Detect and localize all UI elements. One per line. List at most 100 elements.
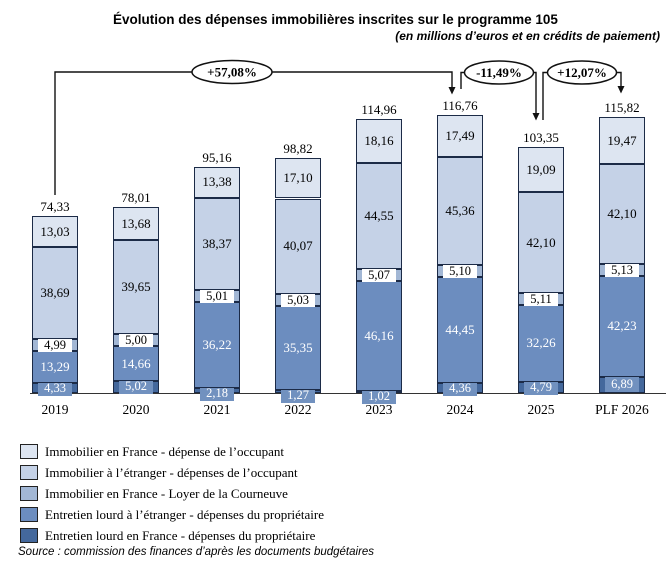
category-label: 2025 xyxy=(527,402,555,417)
category-label: 2019 xyxy=(41,402,69,417)
bar-segment-2021-s1 xyxy=(194,301,240,388)
category-label: 2023 xyxy=(365,402,393,417)
segment-value-label: 38,37 xyxy=(202,236,232,252)
bar-segment-2025-s3 xyxy=(518,192,564,293)
bar-segment-2020-s4 xyxy=(113,207,159,240)
legend-label: Immobilier en France - Loyer de la Courn… xyxy=(45,485,288,501)
segment-value-label: 13,03 xyxy=(40,223,70,239)
bar-segment-2022-s1 xyxy=(275,305,321,390)
segment-value-label: 4,99 xyxy=(38,338,72,353)
arrowhead-2024 xyxy=(448,87,456,95)
bar-total-label: 74,33 xyxy=(40,199,70,215)
bar-segment-PLF 2026-s3 xyxy=(599,163,645,264)
category-label: 2024 xyxy=(446,402,474,417)
bar-segment-2024-s3 xyxy=(437,156,483,265)
arrowhead-2026 xyxy=(617,86,625,94)
bar-segment-2021-s4 xyxy=(194,166,240,199)
legend-item-2: Immobilier en France - Loyer de la Courn… xyxy=(20,483,324,504)
annotation-bubble-3 xyxy=(546,60,618,85)
bar-segment-2019-s3 xyxy=(32,247,78,340)
segment-value-label: 17,49 xyxy=(445,127,475,143)
arrowhead-2025 xyxy=(532,113,540,121)
segment-value-label: 5,13 xyxy=(605,262,639,277)
legend-swatch xyxy=(20,486,38,501)
segment-value-label: 13,68 xyxy=(121,215,151,231)
segment-value-label: 18,16 xyxy=(364,133,394,148)
bar-segment-2020-s3 xyxy=(113,239,159,335)
segment-value-label: 13,38 xyxy=(202,174,232,190)
segment-value-label: 5,10 xyxy=(443,263,477,278)
segment-value-label: 17,10 xyxy=(283,170,313,186)
legend-item-3: Entretien lourd à l’étranger - dépenses … xyxy=(20,504,324,525)
chart-legend: Immobilier en France - dépense de l’occu… xyxy=(20,441,324,546)
bar-segment-2025-s1 xyxy=(518,304,564,382)
segment-value-label: 5,03 xyxy=(281,292,315,307)
bar-segment-2020-s1 xyxy=(113,346,159,382)
annotation-layer: +57,08% -11,49% +12,07% xyxy=(54,59,625,195)
bar-segment-2023-s3 xyxy=(356,162,402,269)
bar-total-label: 98,82 xyxy=(283,140,313,156)
segment-value-label: 4,79 xyxy=(524,379,558,395)
stacked-bar-chart: +57,08% -11,49% +12,07% 4,33 13,29 4,99 38,… xyxy=(30,59,666,417)
legend-item-1: Immobilier à l’étranger - dépenses de l’… xyxy=(20,462,324,483)
bar-segment-2021-s3 xyxy=(194,198,240,290)
chart-subtitle: (en millions d’euros et en crédits de pa… xyxy=(395,29,660,43)
bar-segment-2025-s4 xyxy=(518,147,564,193)
bar-segment-PLF 2026-s4 xyxy=(599,117,645,164)
segment-value-label: 14,66 xyxy=(121,355,151,371)
bar-segment-2022-s3 xyxy=(275,198,321,294)
bar-segment-2023-s4 xyxy=(356,119,402,163)
segment-value-label: 5,01 xyxy=(200,288,234,303)
segment-value-label: 5,00 xyxy=(119,333,153,348)
bar-segment-2024-s1 xyxy=(437,276,483,383)
chart-title: Évolution des dépenses immobilières insc… xyxy=(113,12,558,27)
category-label: PLF 2026 xyxy=(595,402,649,417)
segment-value-label: 4,33 xyxy=(38,380,72,396)
bar-segment-2019-s1 xyxy=(32,351,78,383)
source-note: Source : commission des finances d’après… xyxy=(18,546,375,558)
annotation-label-2: -11,49% xyxy=(476,65,522,80)
category-label: 2020 xyxy=(122,402,150,417)
segment-value-label: 44,45 xyxy=(445,321,475,337)
annotation-label-3: +12,07% xyxy=(557,65,607,80)
bar-total-label: 95,16 xyxy=(202,149,232,165)
bar-segment-2024-s4 xyxy=(437,115,483,157)
segment-value-label: 19,47 xyxy=(607,132,637,148)
segment-value-label: 19,09 xyxy=(526,161,556,177)
segment-value-label: 5,07 xyxy=(362,267,396,282)
segment-value-label: 5,11 xyxy=(524,291,558,306)
legend-swatch xyxy=(20,465,38,480)
legend-swatch xyxy=(20,507,38,522)
segment-value-label: 35,35 xyxy=(283,339,313,355)
segment-value-label: 39,65 xyxy=(121,279,151,295)
segment-value-label: 4,36 xyxy=(443,380,477,396)
legend-item-0: Immobilier en France - dépense de l’occu… xyxy=(20,441,324,462)
segment-value-label: 36,22 xyxy=(202,336,232,352)
x-axis-line xyxy=(30,393,666,394)
segment-value-label: 2,18 xyxy=(200,385,234,401)
bar-total-label: 114,96 xyxy=(361,102,397,118)
segment-value-label: 44,55 xyxy=(364,207,394,223)
segment-value-label: 13,29 xyxy=(40,358,70,374)
category-label: 2021 xyxy=(203,402,231,417)
segment-value-label: 38,69 xyxy=(40,285,70,301)
annotation-bubble-2 xyxy=(463,60,535,85)
legend-item-4: Entretien lourd en France - dépenses du … xyxy=(20,525,324,546)
segment-value-label: 6,89 xyxy=(605,377,639,393)
category-label: 2022 xyxy=(284,402,312,417)
legend-swatch xyxy=(20,528,38,543)
segment-value-label: 45,36 xyxy=(445,202,475,218)
legend-label: Immobilier en France - dépense de l’occu… xyxy=(45,443,284,459)
bar-total-label: 78,01 xyxy=(121,190,151,206)
annotation-bubble-1 xyxy=(191,59,273,85)
segment-value-label: 5,02 xyxy=(119,379,153,395)
segment-value-label: 42,10 xyxy=(607,205,637,221)
bar-total-label: 116,76 xyxy=(442,98,478,114)
bar-segment-PLF 2026-s1 xyxy=(599,276,645,377)
bar-total-label: 115,82 xyxy=(604,100,640,116)
bar-segment-2023-s1 xyxy=(356,280,402,391)
segment-value-label: 1,27 xyxy=(281,387,315,403)
legend-label: Entretien lourd à l’étranger - dépenses … xyxy=(45,506,325,522)
segment-value-label: 40,07 xyxy=(283,238,313,254)
